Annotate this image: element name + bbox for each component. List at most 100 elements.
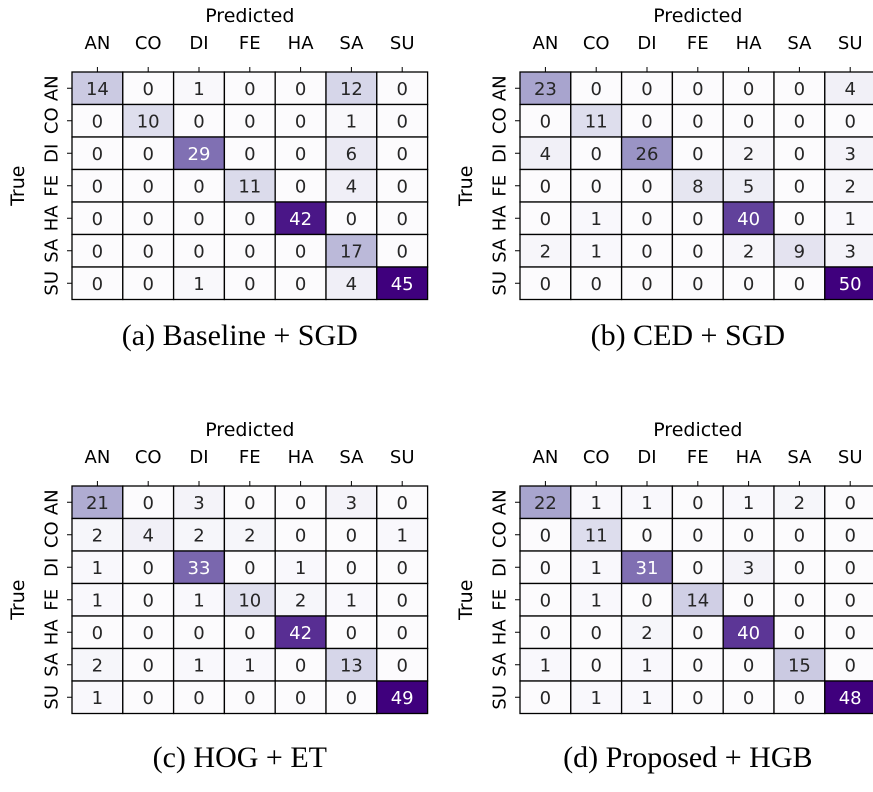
matrix-cell — [274, 582, 327, 617]
matrix-cell — [71, 136, 124, 171]
matrix-cell — [274, 168, 327, 203]
x-axis-title: Predicted — [205, 419, 294, 441]
y-tick-label: SA — [42, 238, 63, 263]
panel-caption: (b) CED + SGD — [591, 319, 785, 352]
cell-value: 10 — [137, 111, 160, 132]
cell-value: 0 — [396, 111, 407, 132]
matrix-cell — [376, 615, 429, 650]
cell-value: 0 — [346, 525, 357, 546]
panel-caption: (c) HOG + ET — [153, 741, 327, 774]
matrix-cell — [773, 233, 826, 268]
cell-value: 2 — [92, 655, 103, 676]
y-tick-label: SU — [42, 685, 63, 710]
cell-value: 50 — [839, 274, 862, 295]
matrix-cell — [223, 168, 276, 203]
cell-value: 13 — [340, 655, 363, 676]
cell-value: 3 — [743, 558, 754, 579]
matrix-cell — [570, 266, 623, 301]
x-tick-label: FE — [239, 447, 261, 468]
x-tick-label: FE — [687, 33, 709, 54]
cell-value: 1 — [295, 558, 306, 579]
matrix-cell — [376, 582, 429, 617]
cell-value: 0 — [844, 558, 855, 579]
cell-value: 0 — [346, 623, 357, 644]
cell-value: 0 — [142, 688, 153, 709]
cell-value: 0 — [743, 79, 754, 100]
x-tick-label: SU — [390, 447, 415, 468]
cell-value: 0 — [295, 241, 306, 262]
matrix-cell — [172, 680, 226, 715]
cell-value: 2 — [193, 525, 204, 546]
cell-value: 0 — [692, 79, 703, 100]
matrix-cell — [223, 103, 276, 138]
x-tick-label: SA — [339, 33, 364, 54]
matrix-cell — [671, 550, 724, 585]
x-tick-label: CO — [135, 33, 162, 54]
matrix-cell — [722, 266, 775, 301]
cell-value: 0 — [743, 274, 754, 295]
matrix-cell — [519, 647, 572, 682]
cell-value: 0 — [540, 590, 551, 611]
cell-value: 0 — [244, 144, 255, 165]
matrix-cell — [71, 103, 124, 138]
cell-value: 5 — [743, 176, 754, 197]
matrix-cell — [71, 582, 124, 617]
cell-value: 3 — [844, 241, 855, 262]
matrix-cell — [671, 201, 724, 236]
cell-value: 0 — [244, 241, 255, 262]
cell-value: 1 — [346, 111, 357, 132]
cell-value: 0 — [641, 176, 652, 197]
cell-value: 0 — [142, 590, 153, 611]
cell-value: 0 — [396, 241, 407, 262]
cell-value: 14 — [686, 590, 709, 611]
cell-value: 0 — [396, 144, 407, 165]
cell-value: 0 — [794, 144, 805, 165]
cell-value: 0 — [844, 655, 855, 676]
cell-value: 0 — [590, 274, 601, 295]
y-axis-title: True — [455, 166, 477, 207]
cell-value: 0 — [794, 590, 805, 611]
cell-value: 3 — [844, 144, 855, 165]
matrix-cell — [671, 680, 724, 715]
cell-value: 0 — [844, 493, 855, 514]
x-axis-title: Predicted — [653, 5, 742, 27]
matrix-cell — [570, 71, 623, 106]
cell-value: 0 — [844, 111, 855, 132]
matrix-cell — [122, 266, 175, 301]
cell-value: 0 — [692, 688, 703, 709]
cell-value: 0 — [692, 525, 703, 546]
matrix-cell — [824, 71, 873, 106]
cell-value: 0 — [295, 176, 306, 197]
x-tick-label: SU — [838, 33, 863, 54]
matrix-cell — [722, 517, 775, 552]
cell-value: 1 — [92, 558, 103, 579]
matrix-cell — [376, 485, 429, 520]
x-tick-label: HA — [736, 33, 763, 54]
cell-value: 0 — [396, 655, 407, 676]
matrix-cell — [570, 550, 623, 585]
cell-value: 42 — [289, 623, 312, 644]
cell-value: 4 — [346, 176, 357, 197]
y-tick-label: SU — [490, 271, 511, 296]
y-tick-label: DI — [490, 558, 511, 577]
matrix-cell — [671, 136, 724, 171]
matrix-cell — [824, 647, 873, 682]
matrix-cell — [824, 582, 873, 617]
cell-value: 2 — [794, 493, 805, 514]
matrix-cell — [172, 266, 226, 301]
y-axis-title: True — [7, 580, 29, 621]
cell-value: 0 — [396, 209, 407, 230]
cell-value: 0 — [396, 623, 407, 644]
cell-value: 1 — [641, 493, 652, 514]
x-tick-label: HA — [736, 447, 763, 468]
matrix-cell — [570, 517, 623, 552]
cell-value: 3 — [193, 493, 204, 514]
cell-value: 0 — [244, 79, 255, 100]
cell-value: 14 — [86, 79, 109, 100]
cell-value: 4 — [346, 274, 357, 295]
matrix-cell — [172, 103, 226, 138]
matrix-cell — [274, 103, 327, 138]
confusion-matrix-panel-1: Predicted AN CO DI FE HA SA SU AN CO DI FE HA SA SU Tru… — [7, 5, 429, 352]
cell-value: 42 — [289, 209, 312, 230]
matrix-cell — [223, 582, 276, 617]
